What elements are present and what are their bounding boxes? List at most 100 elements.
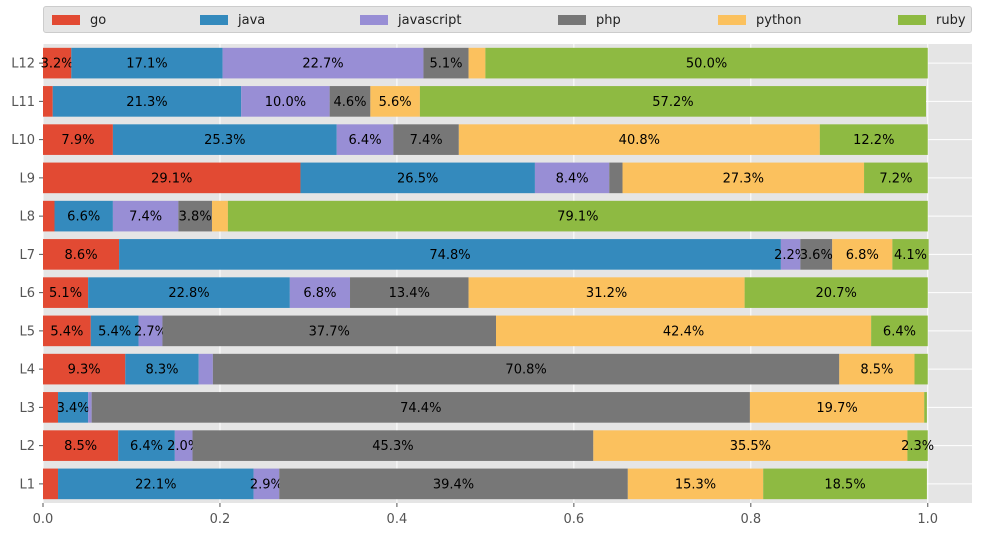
bar-segment-php (609, 162, 623, 194)
legend-label: java (238, 12, 266, 28)
data-label: 4.6% (333, 95, 366, 110)
bar-segment-javascript (253, 468, 280, 500)
legend-item-go: go (52, 12, 107, 28)
bar-segment-python (495, 315, 872, 347)
data-label: 12.2% (853, 133, 894, 148)
bar-segment-go (43, 200, 55, 232)
legend-swatch (718, 15, 746, 25)
y-tick-label: L7 (19, 248, 35, 263)
bar-segment-javascript (336, 124, 394, 155)
bar-segment-ruby (763, 468, 927, 500)
data-label: 5.4% (98, 324, 131, 339)
bar-segment-javascript (198, 353, 213, 385)
legend-swatch (898, 15, 926, 25)
bar-segment-ruby (914, 353, 928, 385)
y-tick-label: L10 (11, 133, 35, 148)
data-label: 18.5% (824, 477, 865, 492)
bar-segment-go (43, 277, 89, 308)
data-label: 39.4% (433, 477, 474, 492)
legend: go java javascript php python ruby (43, 6, 972, 33)
legend-swatch (52, 15, 80, 25)
bar-segment-python (211, 200, 228, 232)
data-label: 15.3% (675, 477, 716, 492)
bar-segment-go (43, 468, 59, 500)
y-tick-label: L3 (19, 401, 35, 416)
x-tick-label: 0.8 (740, 512, 761, 527)
bar-segment-java (118, 430, 175, 461)
data-label: 40.8% (619, 133, 660, 148)
data-label: 29.1% (151, 171, 192, 186)
data-label: 31.2% (586, 286, 627, 301)
bar-segment-python (468, 277, 745, 308)
data-label: 22.1% (135, 477, 176, 492)
data-label: 74.8% (429, 248, 470, 263)
data-label: 35.5% (730, 439, 771, 454)
bar-segment-ruby (485, 47, 928, 79)
bar-segment-go (43, 353, 126, 385)
data-label: 10.0% (265, 95, 306, 110)
data-label: 70.8% (505, 363, 546, 378)
bar-segment-java (52, 86, 242, 117)
legend-swatch (558, 15, 586, 25)
bar-segment-java (54, 200, 113, 232)
x-tick-label: 1.0 (917, 512, 938, 527)
data-label: 22.8% (168, 286, 209, 301)
data-label: 8.3% (145, 363, 178, 378)
bar-segment-ruby (227, 200, 928, 232)
data-label: 57.2% (652, 95, 693, 110)
bar-segment-javascript (780, 239, 801, 270)
data-label: 37.7% (309, 324, 350, 339)
bar-segment-java (71, 47, 223, 79)
bar-segment-java (58, 468, 254, 500)
data-label: 3.2% (41, 57, 74, 72)
data-label: 21.3% (126, 95, 167, 110)
bar-segment-javascript (112, 200, 179, 232)
bar-segment-go (43, 392, 59, 423)
bar-segment-php (329, 86, 371, 117)
data-label: 8.4% (556, 171, 589, 186)
x-tick-label: 0.4 (387, 512, 408, 527)
bar-segment-php (162, 315, 496, 347)
data-label: 42.4% (663, 324, 704, 339)
y-tick-label: L9 (19, 171, 35, 186)
data-label: 2.0% (167, 439, 200, 454)
y-tick-label: L1 (19, 477, 35, 492)
legend-label: php (596, 12, 621, 28)
bar-segment-ruby (907, 430, 928, 461)
legend-label: go (90, 12, 107, 28)
bar-segment-javascript (241, 86, 330, 117)
bar-segment-java (125, 353, 199, 385)
bar-segment-php (393, 124, 459, 155)
y-tick-label: L12 (11, 57, 35, 72)
bar-segment-javascript (534, 162, 610, 194)
data-label: 2.2% (774, 248, 807, 263)
y-tick-label: L2 (19, 439, 35, 454)
bar-segment-python (749, 392, 925, 423)
bar-segment-javascript (174, 430, 193, 461)
data-label: 6.4% (130, 439, 163, 454)
plot-area (43, 44, 972, 503)
x-tick-label: 0.6 (564, 512, 585, 527)
data-label: 6.4% (349, 133, 382, 148)
bar-segment-go (43, 162, 301, 194)
data-label: 9.3% (68, 363, 101, 378)
data-label: 7.4% (410, 133, 443, 148)
bar-segment-python (468, 47, 486, 79)
data-label: 25.3% (204, 133, 245, 148)
data-label: 26.5% (397, 171, 438, 186)
bar-segment-ruby (819, 124, 928, 155)
bar-segment-java (58, 392, 89, 423)
bar-segment-ruby (871, 315, 928, 347)
y-tick-label: L4 (19, 363, 35, 378)
data-label: 74.4% (400, 401, 441, 416)
data-label: 22.7% (302, 57, 343, 72)
bar-segment-python (593, 430, 908, 461)
data-label: 8.6% (65, 248, 98, 263)
bar-segment-java (119, 239, 781, 270)
data-label: 20.7% (816, 286, 857, 301)
data-label: 5.4% (50, 324, 83, 339)
data-label: 7.2% (879, 171, 912, 186)
data-label: 3.6% (800, 248, 833, 263)
bar-segment-python (458, 124, 820, 155)
bar-segment-javascript (88, 392, 92, 423)
